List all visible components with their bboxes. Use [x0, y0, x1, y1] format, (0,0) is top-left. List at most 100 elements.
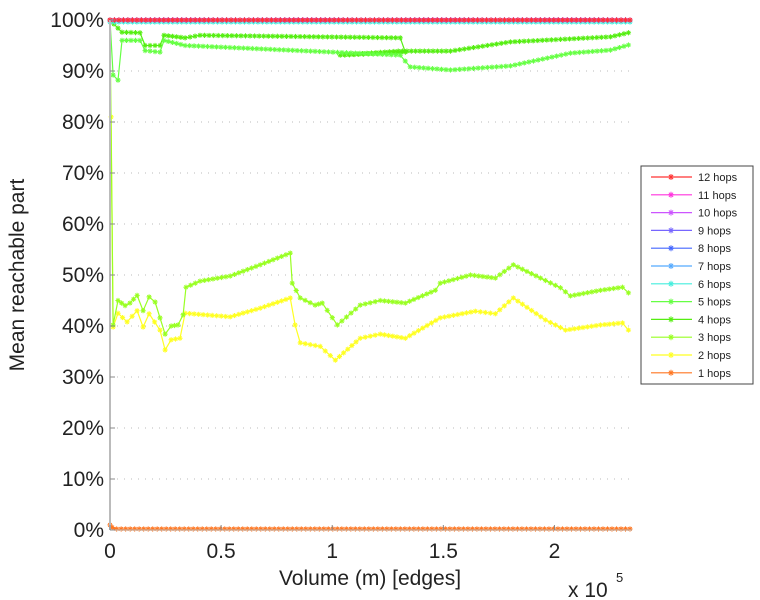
legend-item: 1 hops — [651, 368, 732, 380]
data-point-marker — [510, 262, 516, 268]
data-point-marker — [201, 277, 207, 283]
data-point-marker — [404, 48, 410, 54]
data-point-marker — [381, 298, 388, 304]
data-point-marker — [235, 526, 241, 532]
data-point-marker — [551, 17, 557, 23]
data-point-marker — [137, 30, 143, 36]
data-point-marker — [206, 32, 212, 39]
data-point-marker — [172, 336, 179, 342]
data-point-marker — [524, 268, 530, 275]
data-point-marker — [273, 17, 279, 23]
data-point-marker — [529, 307, 535, 314]
data-point-marker — [584, 324, 590, 330]
data-point-marker — [438, 66, 445, 72]
data-point-marker — [407, 298, 413, 304]
data-point-marker — [542, 317, 548, 323]
data-point-marker — [557, 324, 564, 331]
data-point-marker — [244, 267, 250, 273]
data-point-marker — [181, 526, 187, 532]
data-point-marker — [244, 309, 250, 315]
data-point-marker — [668, 352, 674, 358]
data-point-marker — [267, 526, 273, 532]
data-point-marker — [411, 296, 417, 303]
data-point-marker — [355, 51, 361, 57]
data-point-marker — [297, 295, 303, 301]
data-point-marker — [594, 48, 600, 54]
data-point-marker — [668, 280, 674, 287]
data-point-marker — [218, 44, 224, 50]
data-point-marker — [271, 526, 277, 532]
data-point-marker — [179, 17, 185, 23]
data-point-marker — [119, 37, 125, 43]
data-point-marker — [384, 51, 390, 58]
data-point-marker — [334, 526, 340, 532]
data-point-marker — [533, 311, 539, 317]
data-point-marker — [541, 526, 548, 532]
data-point-marker — [505, 526, 512, 532]
data-point-marker — [379, 35, 385, 41]
data-point-marker — [231, 526, 237, 532]
data-point-marker — [223, 17, 230, 23]
data-point-marker — [370, 34, 376, 41]
data-point-marker — [276, 526, 282, 532]
data-point-marker — [515, 17, 521, 23]
data-point-marker — [270, 301, 276, 307]
data-point-marker — [154, 526, 160, 532]
data-point-marker — [573, 17, 579, 23]
data-point-marker — [571, 36, 577, 42]
data-point-marker — [547, 319, 553, 326]
data-point-marker — [277, 17, 283, 23]
data-point-marker — [307, 342, 313, 348]
data-point-marker — [425, 65, 431, 71]
data-point-marker — [240, 526, 246, 532]
data-point-marker — [439, 48, 445, 54]
data-point-marker — [480, 65, 486, 71]
data-point-marker — [253, 263, 259, 270]
data-point-marker — [577, 526, 584, 532]
data-point-marker — [339, 318, 345, 324]
data-point-marker — [240, 268, 246, 274]
data-point-marker — [461, 46, 467, 52]
data-point-marker — [493, 64, 500, 70]
data-point-marker — [402, 58, 408, 64]
data-point-marker — [270, 257, 276, 263]
data-point-marker — [281, 47, 287, 53]
data-point-marker — [625, 327, 632, 333]
data-point-marker — [262, 526, 268, 532]
data-point-marker — [199, 526, 205, 532]
data-point-marker — [228, 17, 234, 23]
data-point-marker — [501, 17, 508, 23]
data-point-marker — [470, 17, 476, 23]
data-point-marker — [337, 52, 343, 58]
data-point-marker — [340, 17, 346, 23]
data-point-marker — [407, 17, 413, 23]
data-point-marker — [213, 44, 220, 50]
legend-label: 5 hops — [698, 297, 732, 309]
data-point-marker — [178, 41, 184, 48]
data-point-marker — [407, 64, 413, 70]
data-point-marker — [233, 33, 240, 39]
data-point-marker — [227, 273, 233, 279]
data-point-marker — [210, 276, 216, 282]
data-point-marker — [294, 47, 300, 54]
data-point-marker — [330, 49, 336, 55]
data-point-marker — [188, 17, 194, 23]
y-tick-label: 20% — [62, 417, 104, 440]
data-point-marker — [576, 35, 582, 42]
data-point-marker — [589, 323, 595, 329]
data-point-marker — [210, 17, 216, 23]
data-point-marker — [231, 312, 238, 319]
data-point-marker — [258, 526, 264, 532]
data-point-marker — [140, 324, 146, 330]
data-point-marker — [618, 17, 624, 23]
data-point-marker — [498, 40, 504, 46]
data-point-marker — [371, 17, 378, 23]
data-point-marker — [488, 17, 494, 23]
data-point-marker — [533, 273, 539, 279]
data-point-marker — [668, 174, 674, 180]
data-point-marker — [290, 47, 296, 53]
axes — [109, 20, 632, 531]
data-point-marker — [540, 56, 546, 62]
data-point-marker — [456, 526, 462, 532]
data-point-marker — [120, 17, 127, 23]
